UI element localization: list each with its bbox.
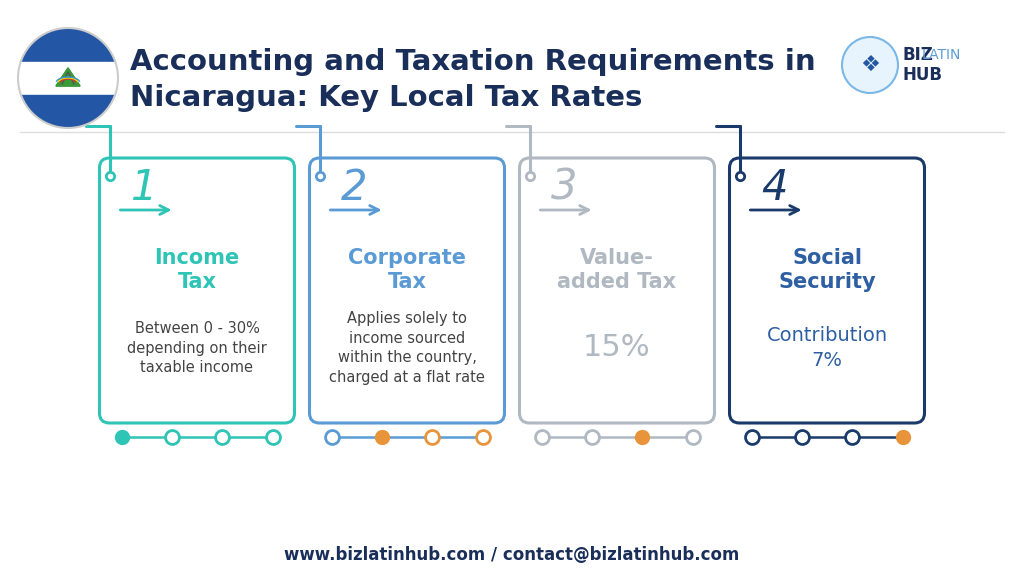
Bar bbox=[18, 94, 118, 128]
Polygon shape bbox=[56, 68, 80, 86]
Text: Nicaragua: Key Local Tax Rates: Nicaragua: Key Local Tax Rates bbox=[130, 84, 642, 112]
Text: BIZ: BIZ bbox=[903, 46, 934, 64]
Text: Corporate
Tax: Corporate Tax bbox=[348, 248, 466, 292]
Text: Accounting and Taxation Requirements in: Accounting and Taxation Requirements in bbox=[130, 48, 816, 76]
Text: www.bizlatinhub.com / contact@bizlatinhub.com: www.bizlatinhub.com / contact@bizlatinhu… bbox=[285, 546, 739, 564]
FancyBboxPatch shape bbox=[519, 158, 715, 423]
Bar bbox=[18, 28, 118, 62]
Text: ❖: ❖ bbox=[860, 55, 880, 75]
Text: 2: 2 bbox=[341, 167, 368, 209]
Text: Contribution
7%: Contribution 7% bbox=[766, 326, 888, 370]
FancyBboxPatch shape bbox=[729, 158, 925, 423]
Text: Between 0 - 30%
depending on their
taxable income: Between 0 - 30% depending on their taxab… bbox=[127, 321, 267, 376]
Text: 15%: 15% bbox=[584, 334, 651, 362]
Bar bbox=[18, 62, 118, 94]
Text: LATIN: LATIN bbox=[922, 48, 962, 62]
Text: 1: 1 bbox=[131, 167, 158, 209]
Text: Applies solely to
income sourced
within the country,
charged at a flat rate: Applies solely to income sourced within … bbox=[329, 311, 485, 385]
Text: 4: 4 bbox=[761, 167, 787, 209]
FancyBboxPatch shape bbox=[99, 158, 295, 423]
Circle shape bbox=[842, 37, 898, 93]
Polygon shape bbox=[56, 68, 80, 86]
Text: Social
Security: Social Security bbox=[778, 248, 876, 292]
Text: Income
Tax: Income Tax bbox=[155, 248, 240, 292]
Text: Value-
added Tax: Value- added Tax bbox=[557, 248, 677, 292]
Text: HUB: HUB bbox=[903, 66, 943, 84]
Text: 3: 3 bbox=[551, 167, 578, 209]
FancyBboxPatch shape bbox=[309, 158, 505, 423]
